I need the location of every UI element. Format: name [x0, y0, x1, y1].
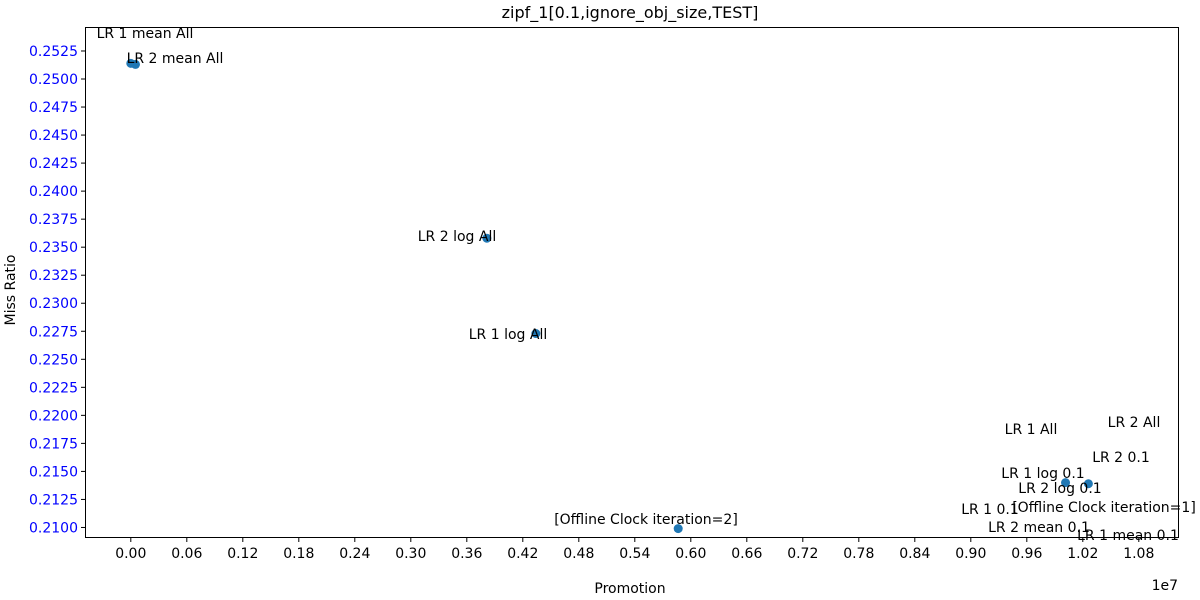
x-offset-label: 1e7 — [1152, 578, 1178, 594]
chart-title: zipf_1[0.1,ignore_obj_size,TEST] — [502, 3, 759, 23]
y-tick-label: 0.2375 — [29, 212, 78, 228]
y-tick-label: 0.2450 — [29, 128, 78, 144]
y-tick-label: 0.2325 — [29, 268, 78, 284]
point-label: LR 1 log 0.1 — [1001, 466, 1084, 482]
data-point — [1083, 479, 1093, 489]
y-tick-label: 0.2250 — [29, 352, 78, 368]
x-tick-label: 0.78 — [843, 546, 874, 562]
y-tick-label: 0.2425 — [29, 156, 78, 172]
point-label: LR 2 log All — [418, 229, 496, 245]
plot-area — [85, 27, 1179, 538]
x-tick-label: 0.36 — [451, 546, 482, 562]
point-label: LR 2 log 0.1 — [1018, 481, 1101, 497]
x-tick-label: 0.84 — [899, 546, 930, 562]
y-tick-label: 0.2125 — [29, 492, 78, 508]
y-tick-label: 0.2275 — [29, 324, 78, 340]
x-tick-label: 0.24 — [339, 546, 370, 562]
point-label: LR 2 mean All — [127, 51, 224, 67]
x-tick-label: 0.96 — [1011, 546, 1042, 562]
annotation-label: LR 1 0.1 — [961, 502, 1019, 518]
data-point — [130, 59, 140, 69]
x-tick-label: 0.06 — [171, 546, 202, 562]
y-tick-label: 0.2175 — [29, 436, 78, 452]
data-point — [1061, 478, 1071, 488]
x-tick-label: 0.00 — [115, 546, 146, 562]
y-tick-label: 0.2475 — [29, 100, 78, 116]
x-tick-label: 0.30 — [395, 546, 426, 562]
x-tick-label: 0.66 — [731, 546, 762, 562]
x-tick-label: 0.42 — [507, 546, 538, 562]
x-tick-label: 0.54 — [619, 546, 650, 562]
y-tick-label: 0.2525 — [29, 44, 78, 60]
y-tick-label: 0.2100 — [29, 520, 78, 536]
x-tick-label: 0.48 — [563, 546, 594, 562]
y-tick-label: 0.2400 — [29, 184, 78, 200]
point-label: LR 1 log All — [469, 327, 547, 343]
x-tick-label: 0.60 — [675, 546, 706, 562]
y-axis: 0.2100 0.2125 0.2150 0.2175 0.2200 0.2225 0.22… — [29, 44, 86, 536]
annotation-label: LR 1 All — [1005, 422, 1058, 438]
x-axis-label: Promotion — [594, 581, 665, 597]
x-tick-label: 0.90 — [955, 546, 986, 562]
y-tick-label: 0.2225 — [29, 380, 78, 396]
annotation-label: LR 2 mean 0.1 — [988, 520, 1090, 536]
data-points — [126, 58, 1093, 534]
y-tick-label: 0.2150 — [29, 464, 78, 480]
data-point — [482, 233, 492, 243]
point-labels: LR 1 mean All LR 2 mean All LR 2 log All LR… — [97, 26, 1196, 544]
annotation-label: [Offline Clock iteration=1] — [1012, 500, 1196, 516]
x-tick-label: 1.08 — [1123, 546, 1154, 562]
annotation-label: LR 2 All — [1108, 415, 1161, 431]
y-tick-label: 0.2200 — [29, 408, 78, 424]
y-axis-label: Miss Ratio — [3, 255, 19, 326]
y-tick-label: 0.2350 — [29, 240, 78, 256]
annotation-label: LR 2 0.1 — [1092, 450, 1150, 466]
annotation-label: LR 1 mean 0.1 — [1077, 528, 1179, 544]
y-tick-label: 0.2500 — [29, 72, 78, 88]
data-point — [531, 329, 541, 339]
x-axis: 0.00 0.06 0.12 0.18 0.24 0.30 0.36 0.42 0.48 0.54… — [115, 537, 1154, 562]
point-label: [Offline Clock iteration=2] — [554, 512, 738, 528]
x-tick-label: 1.02 — [1067, 546, 1098, 562]
x-tick-label: 0.12 — [227, 546, 258, 562]
point-label: LR 1 mean All — [97, 26, 194, 42]
x-tick-label: 0.18 — [283, 546, 314, 562]
x-tick-label: 0.72 — [787, 546, 818, 562]
y-tick-label: 0.2300 — [29, 296, 78, 312]
data-point — [673, 524, 683, 534]
